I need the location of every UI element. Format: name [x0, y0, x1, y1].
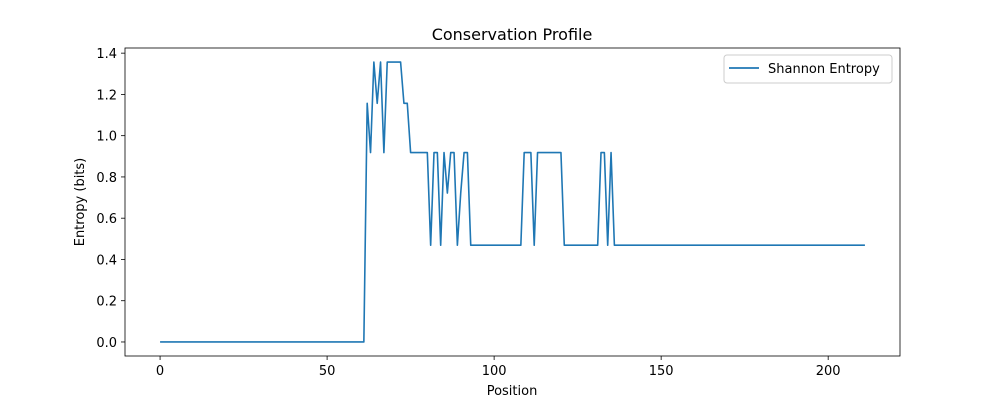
x-tick-label: 150	[649, 364, 674, 379]
x-axis-label: Position	[487, 384, 538, 399]
y-axis-label: Entropy (bits)	[73, 158, 88, 247]
y-tick-label: 0.2	[96, 295, 117, 310]
plot-frame	[124, 47, 901, 357]
plot-area	[125, 48, 900, 356]
chart-title: Conservation Profile	[432, 25, 593, 44]
x-tick-label: 200	[816, 364, 841, 379]
y-tick-label: 1.4	[96, 47, 117, 62]
legend: Shannon Entropy	[723, 54, 893, 84]
x-tick-label: 100	[482, 364, 507, 379]
x-tick-label: 0	[156, 364, 164, 379]
y-tick-label: 0.6	[96, 212, 117, 227]
x-axis-ticks: 0 50 100 150 200	[156, 356, 841, 379]
y-tick-label: 1.2	[96, 88, 117, 103]
y-axis-ticks: 0.0 0.2 0.4 0.6 0.8 1.0 1.2 1.4	[96, 47, 125, 351]
x-tick-label: 50	[319, 364, 336, 379]
series-line-shannon-entropy	[160, 61, 865, 343]
y-tick-label: 0.8	[96, 171, 117, 186]
y-tick-label: 0.0	[96, 336, 117, 351]
legend-label-shannon-entropy: Shannon Entropy	[768, 62, 880, 77]
y-tick-label: 1.0	[96, 130, 117, 145]
legend-box	[723, 54, 893, 84]
y-tick-label: 0.4	[96, 253, 117, 268]
